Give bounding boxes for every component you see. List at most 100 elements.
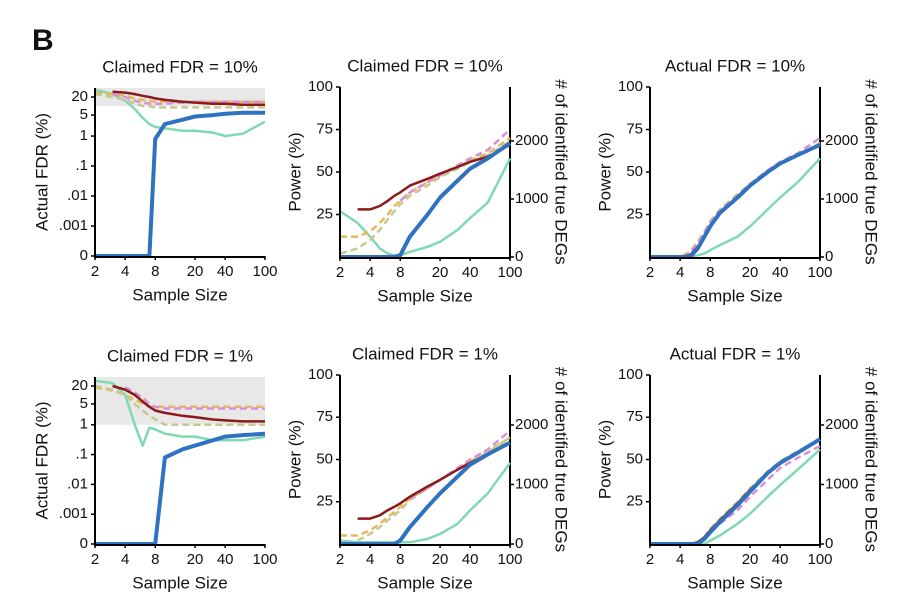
series-line xyxy=(340,141,512,259)
y-tick-label: .01 xyxy=(67,475,88,492)
y2-tick-label: 1000 xyxy=(515,475,548,492)
chart-title: Claimed FDR = 1% xyxy=(107,346,253,365)
y2-tick-label: 0 xyxy=(825,535,833,552)
y2-axis-label: # of identified true DEGs xyxy=(862,367,881,552)
y-tick-label: 50 xyxy=(626,163,643,180)
y2-tick-label: 2000 xyxy=(825,132,858,149)
x-tick-label: 100 xyxy=(497,551,522,568)
x-tick-label: 8 xyxy=(151,551,159,568)
x-tick-label: 2 xyxy=(336,264,344,281)
x-tick-label: 100 xyxy=(252,263,277,280)
x-tick-label: 40 xyxy=(772,551,789,568)
y-axis-label: Actual FDR (%) xyxy=(32,401,51,519)
x-tick-label: 20 xyxy=(432,551,449,568)
x-tick-label: 8 xyxy=(151,263,159,280)
y2-tick-label: 1000 xyxy=(825,475,858,492)
shaded-range xyxy=(95,377,265,425)
y-axis-label: Power (%) xyxy=(285,420,304,499)
y-tick-label: 50 xyxy=(316,450,333,467)
x-tick-label: 4 xyxy=(366,264,374,281)
y2-axis-label: # of identified true DEGs xyxy=(552,367,571,552)
chart-title: Actual FDR = 10% xyxy=(665,56,805,75)
x-tick-label: 8 xyxy=(396,551,404,568)
y-tick-label: 50 xyxy=(316,163,333,180)
x-tick-label: 4 xyxy=(676,551,684,568)
x-tick-label: 4 xyxy=(121,263,129,280)
x-tick-label: 2 xyxy=(91,263,99,280)
x-tick-label: 2 xyxy=(336,551,344,568)
y-tick-label: 75 xyxy=(316,120,333,137)
y2-axis-label: # of identified true DEGs xyxy=(862,79,881,264)
x-tick-label: 100 xyxy=(807,264,832,281)
series-line xyxy=(94,92,265,109)
x-tick-label: 20 xyxy=(187,551,204,568)
series-line xyxy=(339,157,512,257)
x-axis-label: Sample Size xyxy=(687,573,782,592)
x-tick-label: 4 xyxy=(121,551,129,568)
y2-axis-label: # of identified true DEGs xyxy=(552,79,571,264)
series-line xyxy=(650,142,821,259)
x-tick-label: 20 xyxy=(432,264,449,281)
y2-tick-label: 2000 xyxy=(825,416,858,433)
y2-tick-label: 1000 xyxy=(825,190,858,207)
x-tick-label: 2 xyxy=(91,551,99,568)
panel-label: B xyxy=(32,24,54,57)
x-tick-label: 8 xyxy=(706,551,714,568)
x-tick-label: 40 xyxy=(462,551,479,568)
x-tick-label: 40 xyxy=(217,263,234,280)
series-line xyxy=(112,92,265,105)
y-tick-label: 25 xyxy=(316,493,333,510)
series-line xyxy=(357,436,511,542)
x-tick-label: 40 xyxy=(217,551,234,568)
y-tick-label: 100 xyxy=(308,78,333,95)
y2-tick-label: 1000 xyxy=(515,190,548,207)
y-tick-label: 1 xyxy=(80,416,88,433)
y-axis-label: Power (%) xyxy=(595,420,614,499)
y2-tick-label: 0 xyxy=(515,535,523,552)
x-tick-label: 2 xyxy=(646,264,654,281)
x-tick-label: 100 xyxy=(497,264,522,281)
x-axis-label: Sample Size xyxy=(687,286,782,305)
y-tick-label: 25 xyxy=(316,205,333,222)
y-tick-label: .1 xyxy=(75,157,88,174)
y-tick-label: 100 xyxy=(618,78,643,95)
series-line xyxy=(94,88,266,138)
chart-title: Claimed FDR = 10% xyxy=(102,57,257,76)
y-tick-label: 75 xyxy=(626,408,643,425)
chart-title: Claimed FDR = 1% xyxy=(352,344,498,363)
series-line xyxy=(340,436,511,537)
series-line xyxy=(650,444,821,546)
y-tick-label: 25 xyxy=(626,205,643,222)
y-axis-label: Actual FDR (%) xyxy=(32,113,51,231)
y-tick-label: 20 xyxy=(71,377,88,394)
y-tick-label: 5 xyxy=(80,395,88,412)
x-tick-label: 40 xyxy=(462,264,479,281)
x-tick-label: 8 xyxy=(706,264,714,281)
series-line xyxy=(339,462,512,544)
y-tick-label: 100 xyxy=(308,366,333,383)
x-tick-label: 40 xyxy=(772,264,789,281)
y-axis-label: Power (%) xyxy=(595,132,614,211)
x-tick-label: 20 xyxy=(742,551,759,568)
chart-title: Actual FDR = 1% xyxy=(670,344,801,363)
y-tick-label: 1 xyxy=(80,127,88,144)
y-tick-label: .1 xyxy=(75,446,88,463)
x-tick-label: 2 xyxy=(646,551,654,568)
y-tick-label: .001 xyxy=(59,505,88,522)
x-tick-label: 20 xyxy=(187,263,204,280)
x-axis-label: Sample Size xyxy=(132,573,227,592)
x-tick-label: 100 xyxy=(807,551,832,568)
y-axis-label: Power (%) xyxy=(285,132,304,211)
x-tick-label: 20 xyxy=(742,264,759,281)
series-line xyxy=(112,90,265,107)
y-tick-label: 5 xyxy=(80,106,88,123)
y2-tick-label: 2000 xyxy=(515,416,548,433)
series-line xyxy=(409,429,511,500)
y-tick-label: 75 xyxy=(316,408,333,425)
x-tick-label: 4 xyxy=(366,551,374,568)
y-tick-label: 50 xyxy=(626,450,643,467)
y2-tick-label: 2000 xyxy=(515,132,548,149)
series-line xyxy=(94,379,266,447)
